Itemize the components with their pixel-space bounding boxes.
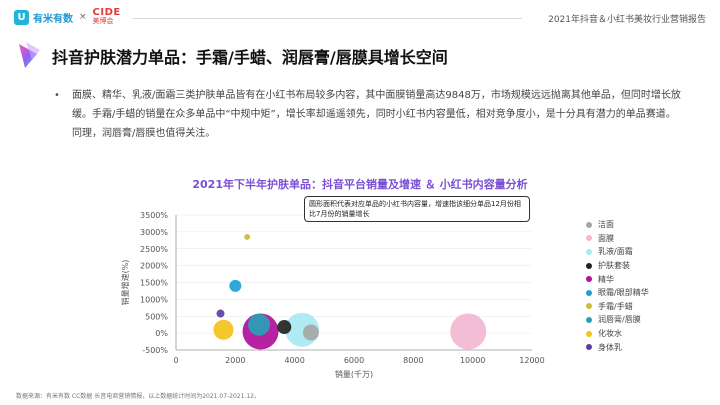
x-tick-label: 0 xyxy=(173,356,178,365)
y-tick-label: 1000% xyxy=(140,295,168,304)
top-bar: U 有米有数 × CIDE 美博会 2021年抖音＆小红书美妆行业营销报告 xyxy=(0,0,720,30)
x-tick-label: 10000 xyxy=(460,356,485,365)
legend-swatch xyxy=(586,248,592,255)
y-tick-label: 3000% xyxy=(140,228,168,237)
legend-item: 化妆水 xyxy=(586,327,706,341)
legend-item: 眼霜/眼部精华 xyxy=(586,286,706,300)
legend-swatch xyxy=(586,330,592,337)
bubble-化妆水 xyxy=(213,319,234,340)
legend-label: 化妆水 xyxy=(598,329,622,339)
data-source-note: 数据来源：有米有数 CC数据 长音电商营销情报，以上数据统计时间为2021.07… xyxy=(16,393,260,400)
legend-item: 手霜/手蜡 xyxy=(586,300,706,314)
legend-label: 手霜/手蜡 xyxy=(598,301,633,311)
bullet-icon: • xyxy=(54,90,60,101)
brand-separator: × xyxy=(79,12,87,22)
bubble-润唇膏/唇膜 xyxy=(248,313,271,336)
legend-label: 精华 xyxy=(598,274,614,284)
legend-label: 眼霜/眼部精华 xyxy=(598,288,649,298)
brand-logos: U 有米有数 × CIDE 美博会 xyxy=(14,8,121,26)
summary-paragraph: • 面膜、精华、乳液/面霜三类护肤单品皆有在小红书布局较多内容，其中面膜销量高达… xyxy=(54,86,684,143)
chart-axes: -500% 0% 500% 1000% 1500% 2000% 2500% 3000% 3500… xyxy=(140,211,545,365)
brand-name: 有米有数 xyxy=(33,13,73,25)
header-divider xyxy=(132,18,522,19)
bubble-护肤套装 xyxy=(277,320,292,335)
legend-item: 面膜 xyxy=(586,232,706,246)
chart-legend: 洁面面膜乳液/面霜护肤套装精华眼霜/眼部精华 手霜/手蜡润唇膏/唇膜 化妆水身体乳 xyxy=(586,218,706,354)
y-tick-label: 0% xyxy=(155,329,168,338)
y-tick-label: 2500% xyxy=(140,245,168,254)
legend-item: 洁面 xyxy=(586,218,706,232)
legend-swatch xyxy=(586,303,592,310)
x-tick-label: 2000 xyxy=(225,356,245,365)
legend-label: 洁面 xyxy=(598,220,614,230)
bubble-手霜/手蜡 xyxy=(244,233,251,240)
y-tick-label: 3500% xyxy=(140,211,168,220)
chart-bubbles xyxy=(213,233,487,350)
page-title: 抖音护肤潜力单品：手霜/手蜡、润唇膏/唇膜具增长空间 xyxy=(52,48,448,67)
y-tick-label: -500% xyxy=(142,346,168,355)
x-tick-label: 6000 xyxy=(344,356,364,365)
legend-item: 护肤套装 xyxy=(586,259,706,273)
y-tick-label: 2000% xyxy=(140,262,168,271)
partner-logo-bottom: 美博会 xyxy=(92,17,114,25)
legend-item: 乳液/面霜 xyxy=(586,245,706,259)
legend-item: 精华 xyxy=(586,272,706,286)
y-tick-label: 1500% xyxy=(140,279,168,288)
legend-swatch xyxy=(586,344,592,351)
title-gradient-icon xyxy=(19,42,40,68)
legend-label: 润唇膏/唇膜 xyxy=(598,315,641,325)
bubble-洁面 xyxy=(302,324,319,341)
partner-logo-top: CIDE xyxy=(92,7,121,18)
x-axis-label: 销量(千万) xyxy=(335,369,373,379)
legend-label: 身体乳 xyxy=(598,342,622,352)
legend-swatch xyxy=(586,276,592,283)
brand-mark-icon: U xyxy=(14,9,29,25)
x-tick-label: 4000 xyxy=(284,356,304,365)
x-tick-label: 8000 xyxy=(403,356,423,365)
legend-label: 乳液/面霜 xyxy=(598,247,633,257)
legend-swatch xyxy=(586,316,592,323)
legend-item: 身体乳 xyxy=(586,340,706,354)
bubble-身体乳 xyxy=(216,309,225,318)
legend-swatch xyxy=(586,221,592,228)
report-title: 2021年抖音＆小红书美妆行业营销报告 xyxy=(548,15,706,25)
legend-label: 护肤套装 xyxy=(598,261,630,271)
legend-swatch xyxy=(586,235,592,242)
x-tick-label: 12000 xyxy=(519,356,544,365)
bubble-面膜 xyxy=(450,313,487,350)
bubble-眼霜/眼部精华 xyxy=(229,279,242,292)
chart-title: 2021年下半年护肤单品：抖音平台销量及增速 ＆ 小红书内容量分析 xyxy=(192,178,528,191)
legend-label: 面膜 xyxy=(598,233,614,243)
summary-text: 面膜、精华、乳液/面霜三类护肤单品皆有在小红书布局较多内容，其中面膜销量高达98… xyxy=(72,90,681,139)
partner-logo: CIDE 美博会 xyxy=(93,8,121,26)
legend-item: 润唇膏/唇膜 xyxy=(586,313,706,327)
y-tick-label: 500% xyxy=(145,312,168,321)
chart-annotation: 圆形面积代表对应单品的小红书内容量，增速指该细分单品12月份相比7月份的销量增长 xyxy=(304,196,530,222)
y-axis-label: 销量增速(%) xyxy=(120,260,130,306)
legend-swatch xyxy=(586,262,592,269)
legend-swatch xyxy=(586,289,592,296)
